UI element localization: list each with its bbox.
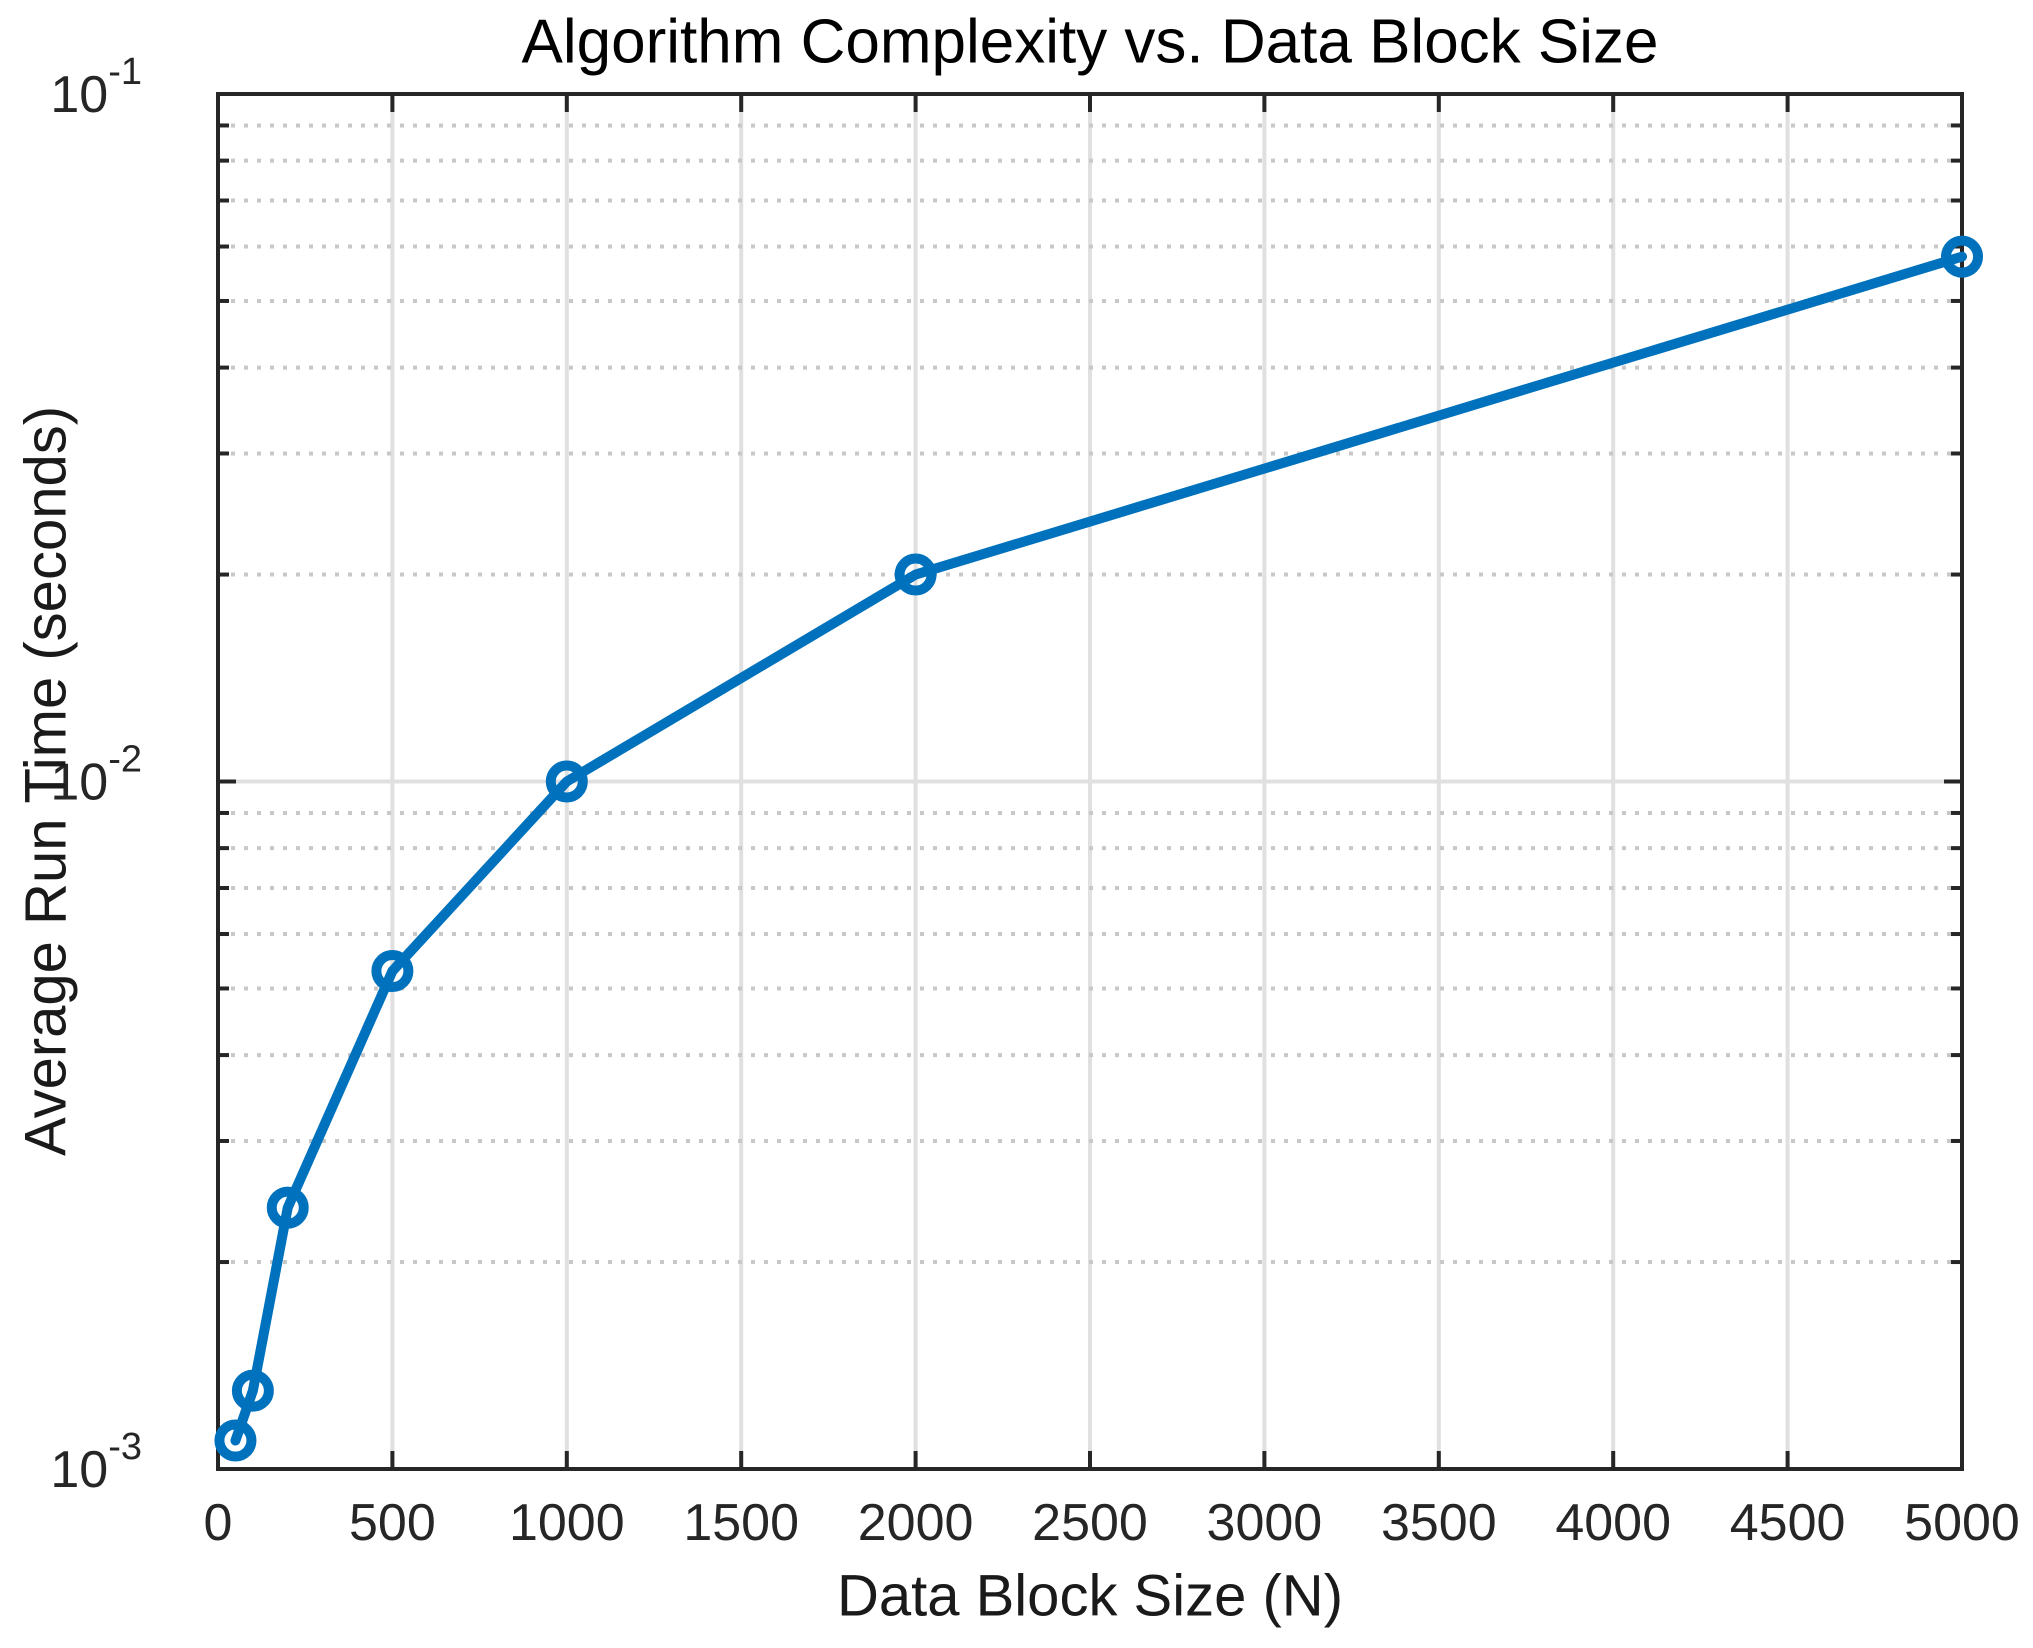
y-axis-label: Average Run Time (seconds) (13, 405, 79, 1157)
x-tick-label: 4000 (1555, 1494, 1671, 1552)
data-point-marker (214, 1419, 257, 1462)
data-series-line (230, 251, 1967, 1446)
data-point-marker (371, 950, 414, 993)
x-tick-label: 1500 (683, 1494, 799, 1552)
y-tick-label: 10-3 (50, 1426, 142, 1499)
data-point-marker (1941, 235, 1983, 278)
x-tick-label: 3000 (1207, 1494, 1323, 1552)
data-point-marker (231, 1369, 274, 1412)
x-tick-label: 3500 (1381, 1494, 1497, 1552)
data-point-marker (266, 1186, 309, 1229)
x-tick-label: 5000 (1904, 1494, 2020, 1552)
data-point-marker (545, 760, 588, 803)
x-tick-label: 500 (349, 1494, 436, 1552)
x-tick-label: 2000 (858, 1494, 974, 1552)
x-tick-label: 4500 (1730, 1494, 1846, 1552)
x-tick-label: 1000 (509, 1494, 625, 1552)
y-tick-label: 10-1 (50, 51, 142, 124)
data-point-marker (894, 553, 937, 596)
y-tick-label: 10-2 (50, 739, 142, 812)
x-tick-label: 2500 (1032, 1494, 1148, 1552)
chart-title: Algorithm Complexity vs. Data Block Size (521, 7, 1659, 77)
x-tick-label: 0 (204, 1494, 233, 1552)
x-axis-label: Data Block Size (N) (836, 1563, 1344, 1629)
